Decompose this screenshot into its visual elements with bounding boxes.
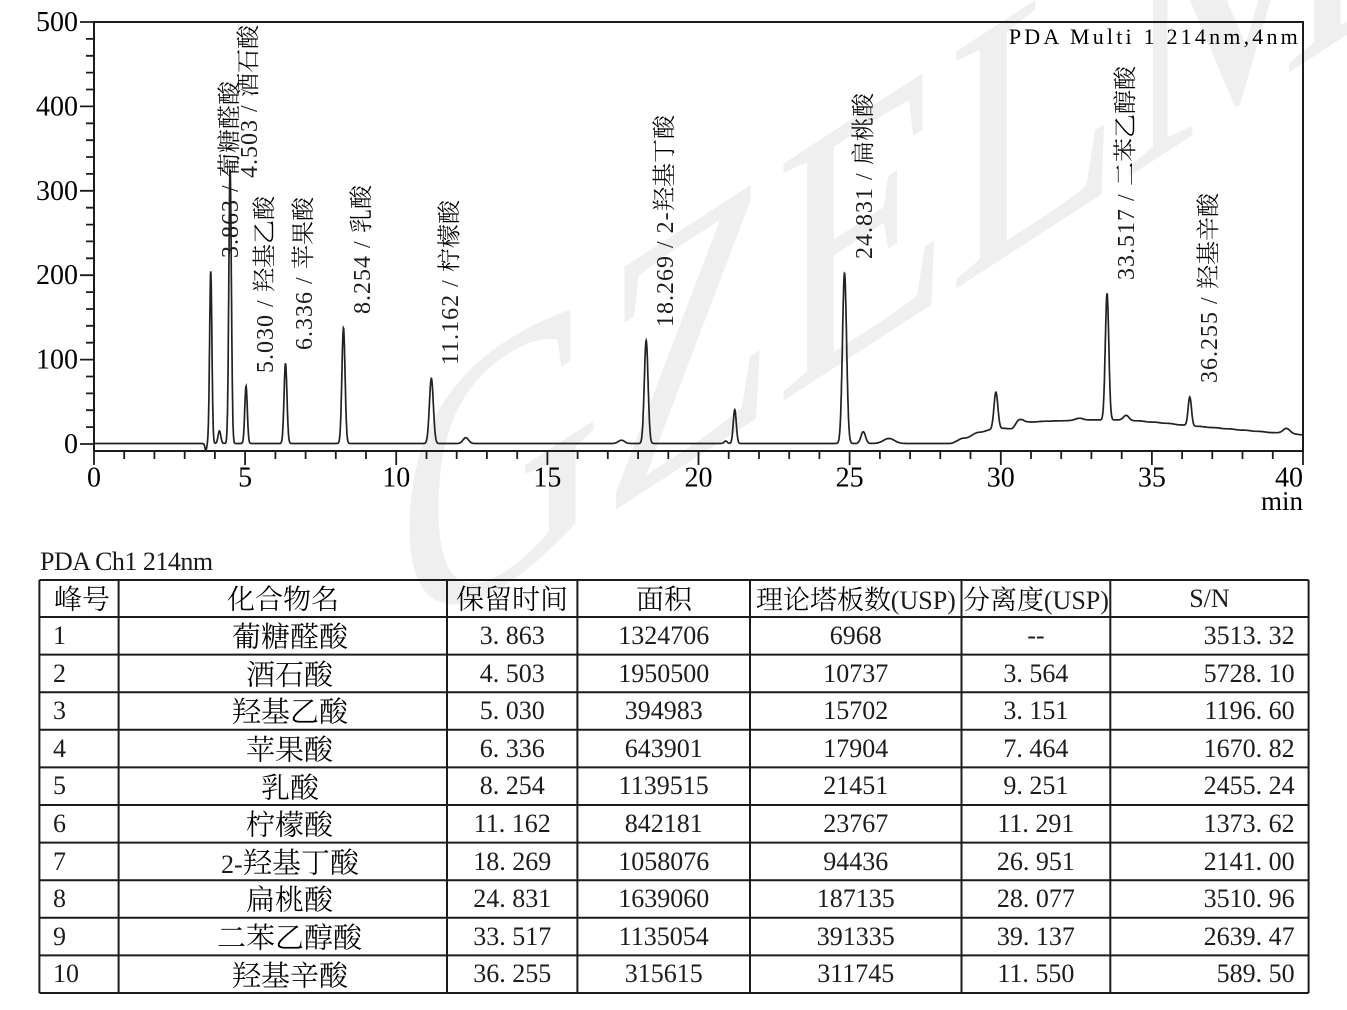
svg-text:40: 40 — [1275, 463, 1303, 494]
svg-text:0: 0 — [87, 463, 101, 494]
svg-text:25: 25 — [836, 463, 864, 494]
svg-text:35: 35 — [1138, 463, 1166, 494]
svg-text:15: 15 — [533, 463, 561, 494]
svg-text:10: 10 — [382, 463, 410, 494]
svg-text:400: 400 — [36, 91, 78, 122]
svg-text:500: 500 — [36, 7, 78, 38]
svg-text:100: 100 — [36, 345, 78, 376]
svg-text:300: 300 — [36, 176, 78, 207]
svg-text:min: min — [1261, 486, 1304, 516]
svg-text:PDA Multi 1 214nm,4nm: PDA Multi 1 214nm,4nm — [1009, 24, 1301, 49]
svg-text:5: 5 — [238, 463, 252, 494]
svg-text:200: 200 — [36, 260, 78, 291]
svg-text:0: 0 — [64, 429, 78, 460]
svg-text:30: 30 — [987, 463, 1015, 494]
svg-text:20: 20 — [685, 463, 713, 494]
